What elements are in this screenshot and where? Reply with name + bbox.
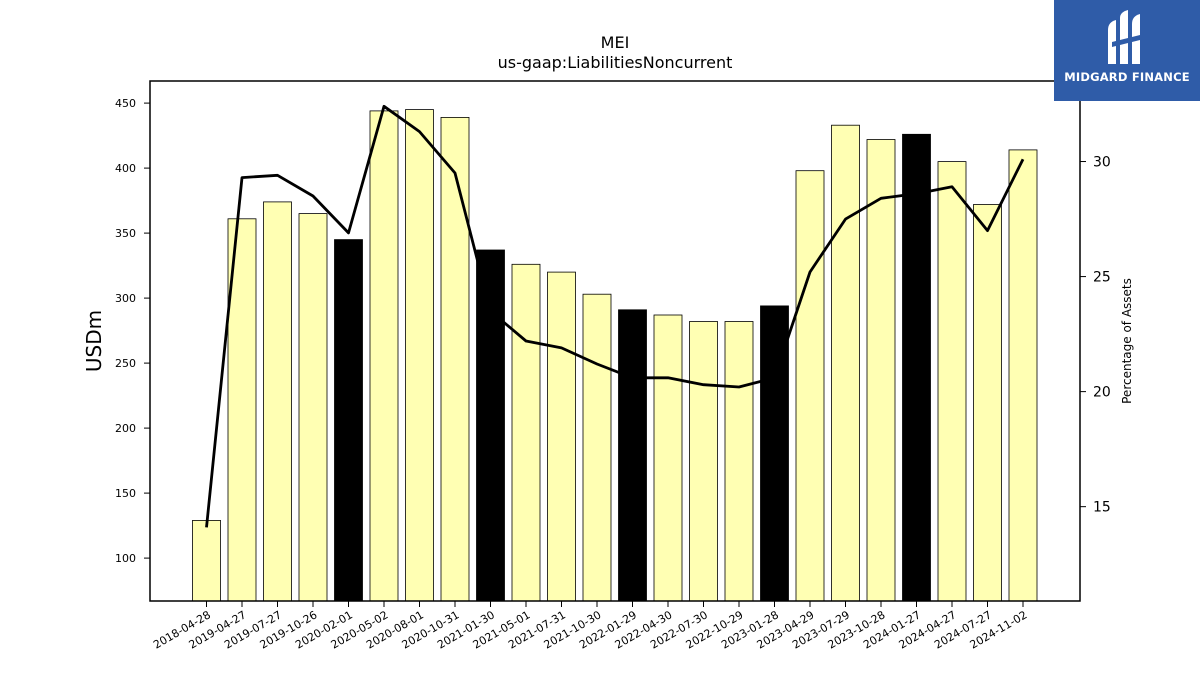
- bar-2022-10-29: [724, 321, 754, 602]
- y-tick-label: 300: [115, 292, 136, 305]
- bar-2023-10-28: [866, 139, 896, 602]
- x-axis: 2018-04-282019-04-272019-07-272019-10-26…: [151, 601, 1030, 652]
- y-axis-left: 100 150 200 250 300 350 400 450: [115, 97, 150, 565]
- bar-2020-02-01: [334, 239, 363, 602]
- line-series-percentage: [205, 104, 1025, 528]
- y-axis-right: 15 20 25 30: [1080, 155, 1111, 516]
- bar-2022-04-30: [653, 314, 683, 602]
- bars-layer: [192, 109, 1038, 602]
- chart-subtitle: us-gaap:LiabilitiesNoncurrent: [498, 53, 733, 72]
- bar-2018-04-28: [192, 520, 221, 602]
- bar-2021-01-30: [476, 249, 505, 602]
- y-tick-label: 150: [115, 487, 136, 500]
- bar-2021-07-31: [547, 271, 576, 602]
- y-tick-label: 200: [115, 422, 136, 435]
- line-layer: [205, 104, 1025, 528]
- bar-2023-04-29: [795, 170, 825, 602]
- y-tick-label: 100: [115, 552, 136, 565]
- bar-2024-11-02: [1008, 149, 1038, 602]
- y-tick-label: 450: [115, 97, 136, 110]
- bar-2024-04-27: [937, 161, 967, 602]
- bar-2022-01-29: [618, 309, 647, 602]
- midgard-logo-icon: [1108, 10, 1144, 64]
- y2-tick-label: 20: [1093, 385, 1111, 401]
- y-tick-label: 350: [115, 227, 136, 240]
- plot-frame: [149, 80, 1081, 602]
- brand-name: MIDGARD FINANCE: [1064, 70, 1190, 84]
- brand-logo: MIDGARD FINANCE: [1054, 0, 1200, 101]
- y-axis-label: USDm: [82, 310, 106, 372]
- bar-2020-10-31: [440, 117, 470, 602]
- y2-tick-label: 15: [1093, 500, 1111, 516]
- y2-tick-label: 30: [1093, 155, 1111, 171]
- y2-axis-label: Percentage of Assets: [1120, 278, 1134, 404]
- bar-2020-08-01: [405, 109, 434, 602]
- bar-2022-07-30: [689, 321, 718, 602]
- y-tick-label: 400: [115, 162, 136, 175]
- bar-2024-01-27: [902, 133, 931, 602]
- bar-2019-07-27: [263, 201, 292, 602]
- y-tick-label: 250: [115, 357, 136, 370]
- bar-2021-10-30: [582, 293, 612, 602]
- bar-2019-10-26: [298, 213, 328, 602]
- y2-tick-label: 25: [1093, 270, 1111, 286]
- bar-2020-05-02: [369, 110, 399, 602]
- bar-2024-07-27: [973, 204, 1002, 602]
- bar-2023-01-28: [760, 305, 789, 602]
- chart-title: MEI: [601, 33, 630, 52]
- bar-2021-05-01: [511, 263, 541, 602]
- bar-2023-07-29: [831, 124, 860, 602]
